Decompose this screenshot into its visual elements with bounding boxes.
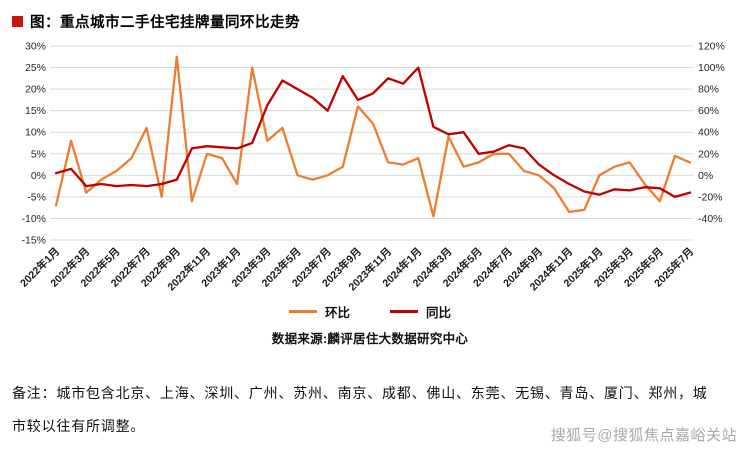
- svg-text:5%: 5%: [31, 148, 46, 160]
- svg-text:80%: 80%: [698, 84, 719, 96]
- mom-line-swatch: [288, 310, 317, 313]
- yoy-line-swatch: [390, 310, 418, 313]
- svg-text:-40%: -40%: [698, 213, 723, 225]
- svg-text:0%: 0%: [31, 170, 46, 182]
- svg-text:30%: 30%: [25, 41, 46, 53]
- svg-text:-10%: -10%: [21, 213, 46, 225]
- svg-text:25%: 25%: [25, 62, 46, 74]
- footnote: 备注：城市包含北京、上海、深圳、广州、苏州、南京、成都、佛山、东莞、无锡、青岛、…: [12, 385, 708, 434]
- title-bullet-square: [12, 16, 23, 27]
- svg-text:-5%: -5%: [27, 191, 46, 203]
- chart-canvas: 30% 25% 20% 15% 10% 5% 0% -5% -10% -15% 120% 100% 80…: [17, 41, 725, 294]
- article-figure: 图：重点城市二手住宅挂牌量同环比走势 30% 25% 20% 15% 10% 5% 0% -5…: [0, 0, 740, 444]
- svg-text:60%: 60%: [698, 105, 719, 117]
- svg-text:40%: 40%: [698, 127, 719, 139]
- chart-title: 图：重点城市二手住宅挂牌量同环比走势: [0, 0, 740, 32]
- legend-label-yoy: 同比: [426, 306, 452, 320]
- data-source-note: 数据来源:麟评居住大数据研究中心: [271, 332, 469, 346]
- chart-title-text: 图：重点城市二手住宅挂牌量同环比走势: [30, 15, 300, 31]
- svg-text:-15%: -15%: [21, 235, 46, 247]
- svg-text:-20%: -20%: [698, 191, 723, 203]
- legend-label-mom: 环比: [324, 306, 350, 320]
- legend-item-yoy: 同比: [390, 302, 451, 321]
- legend-item-mom: 环比: [288, 302, 350, 321]
- svg-text:0%: 0%: [698, 170, 713, 182]
- svg-text:100%: 100%: [698, 62, 725, 74]
- svg-text:15%: 15%: [25, 105, 46, 117]
- svg-text:20%: 20%: [25, 84, 46, 96]
- svg-text:20%: 20%: [698, 148, 719, 160]
- svg-text:120%: 120%: [698, 41, 725, 53]
- svg-text:10%: 10%: [25, 127, 46, 139]
- chart-legend: 环比 同比: [0, 302, 740, 321]
- sohu-watermark: 搜狐号@搜狐焦点嘉峪关站: [550, 427, 737, 444]
